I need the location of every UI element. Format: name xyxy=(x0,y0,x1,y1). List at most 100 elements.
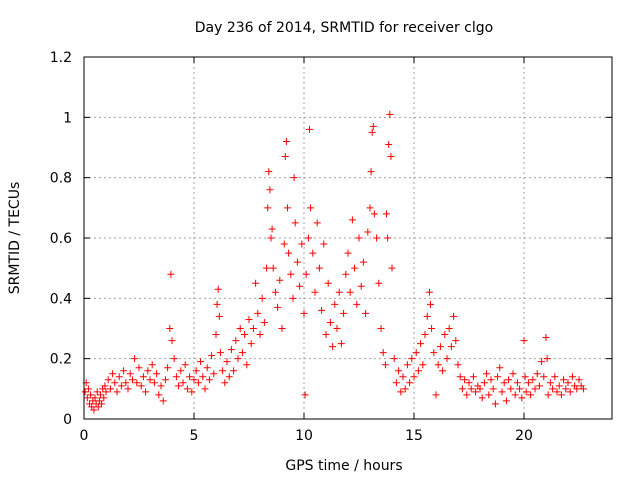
data-point xyxy=(102,388,110,396)
data-point xyxy=(521,373,529,381)
data-point xyxy=(243,361,251,369)
data-point xyxy=(568,373,576,381)
data-point xyxy=(84,385,92,393)
data-point xyxy=(483,370,491,378)
data-point xyxy=(81,388,89,396)
data-point xyxy=(313,219,321,227)
data-point xyxy=(500,379,508,387)
data-point xyxy=(340,309,348,317)
data-point xyxy=(267,234,275,242)
data-point xyxy=(533,370,541,378)
data-point xyxy=(348,216,356,224)
data-point xyxy=(496,364,504,372)
data-point xyxy=(256,331,264,339)
data-point xyxy=(291,219,299,227)
data-point xyxy=(247,340,255,348)
data-point xyxy=(167,270,175,278)
x-tick-label: 15 xyxy=(405,428,423,444)
data-point xyxy=(359,258,367,266)
data-point xyxy=(469,373,477,381)
data-point xyxy=(238,349,246,357)
data-point xyxy=(285,249,293,257)
data-point xyxy=(210,370,218,378)
data-point xyxy=(529,376,537,384)
data-point xyxy=(573,385,581,393)
data-point xyxy=(101,382,109,390)
data-point xyxy=(335,288,343,296)
data-point xyxy=(443,355,451,363)
data-point xyxy=(553,388,561,396)
data-point xyxy=(362,309,370,317)
y-tick-label: 1 xyxy=(63,110,72,126)
data-point xyxy=(135,364,143,372)
data-point xyxy=(502,397,510,405)
data-point xyxy=(126,370,134,378)
data-point xyxy=(344,249,352,257)
chart-title: Day 236 of 2014, SRMTID for receiver clg… xyxy=(195,20,493,36)
data-point xyxy=(379,349,387,357)
data-point xyxy=(306,125,313,133)
data-point xyxy=(157,382,165,390)
data-point xyxy=(579,385,587,393)
data-point xyxy=(300,309,308,317)
data-point xyxy=(205,376,213,384)
data-point xyxy=(280,240,288,248)
data-point xyxy=(439,367,447,375)
data-point xyxy=(403,361,411,369)
data-point xyxy=(175,382,183,390)
data-point xyxy=(399,373,407,381)
data-point xyxy=(489,385,497,393)
data-point xyxy=(232,337,240,345)
data-point xyxy=(461,376,469,384)
data-point xyxy=(412,349,420,357)
data-point xyxy=(287,270,295,278)
data-point xyxy=(513,379,521,387)
data-point xyxy=(507,385,515,393)
data-point xyxy=(133,379,141,387)
data-point xyxy=(518,394,526,402)
data-point xyxy=(320,240,328,248)
data-point xyxy=(441,331,449,339)
data-point xyxy=(276,276,284,284)
data-point xyxy=(425,288,433,296)
data-point xyxy=(432,391,440,399)
data-point xyxy=(417,340,425,348)
data-point xyxy=(137,382,145,390)
data-point xyxy=(111,379,119,387)
data-point xyxy=(535,382,543,390)
y-axis-label: SRMTID / TECUs xyxy=(7,182,23,295)
data-point xyxy=(104,376,112,384)
data-point xyxy=(421,331,429,339)
data-point xyxy=(329,343,337,351)
data-point xyxy=(562,385,570,393)
data-point xyxy=(450,312,458,320)
data-point xyxy=(284,204,291,212)
data-point xyxy=(551,373,559,381)
data-point xyxy=(230,367,238,375)
data-point xyxy=(170,355,178,363)
data-point xyxy=(183,385,191,393)
data-point xyxy=(463,391,471,399)
grid-lines xyxy=(84,57,612,419)
data-point xyxy=(290,174,298,182)
data-point xyxy=(166,325,174,332)
y-tick-label: 0 xyxy=(63,412,72,428)
data-point xyxy=(478,394,486,402)
data-point xyxy=(324,279,332,287)
data-point xyxy=(117,382,125,390)
data-point xyxy=(144,367,152,375)
data-point xyxy=(366,204,374,212)
data-point xyxy=(302,270,310,278)
data-point xyxy=(192,367,200,375)
data-point xyxy=(225,373,233,381)
y-tick-label: 0.6 xyxy=(50,231,72,247)
data-point xyxy=(531,385,539,393)
data-point xyxy=(168,337,176,345)
x-tick-label: 0 xyxy=(80,428,89,444)
x-axis-ticks: 0 5 10 15 20 xyxy=(80,57,533,444)
data-point xyxy=(213,300,221,308)
data-point xyxy=(385,140,393,148)
data-point xyxy=(383,210,390,218)
data-point xyxy=(293,258,301,266)
